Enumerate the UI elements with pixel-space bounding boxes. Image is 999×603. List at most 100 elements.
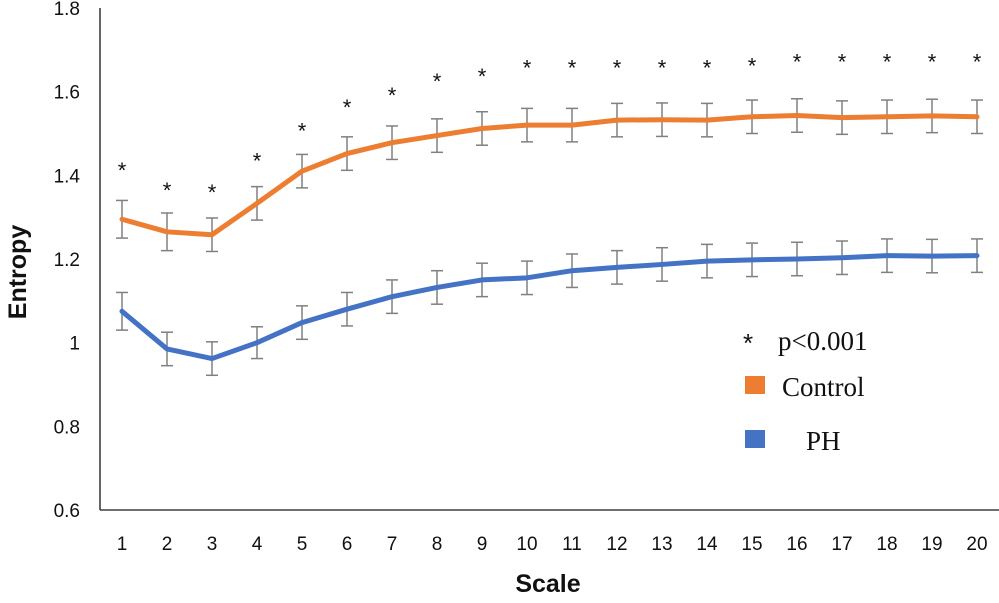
x-axis-title: Scale (515, 570, 580, 598)
series-line-control (119, 113, 980, 238)
significance-star: * (928, 49, 937, 74)
x-tick-label: 19 (921, 534, 942, 555)
legend-item-control: Control (745, 372, 865, 402)
data-point-control (299, 168, 305, 174)
x-tick-label: 6 (342, 534, 353, 555)
y-tick-labels: 0.6 0.8 1 1.2 1.4 1.6 1.8 (54, 0, 81, 522)
data-point-ph (119, 309, 125, 314)
x-tick-label: 18 (876, 534, 897, 555)
y-axis-title: Entropy (4, 225, 32, 320)
significance-star: * (388, 83, 397, 108)
significance-star: * (883, 49, 892, 74)
data-point-ph (884, 253, 890, 258)
x-tick-label: 4 (252, 534, 263, 555)
y-tick-label: 0.6 (54, 501, 80, 522)
data-point-control (884, 114, 890, 119)
x-tick-label: 20 (966, 534, 987, 555)
data-point-ph (299, 320, 305, 325)
significance-star: * (253, 149, 262, 174)
data-point-control (704, 117, 710, 123)
data-point-ph (389, 294, 395, 299)
data-point-control (434, 133, 440, 138)
significance-markers: * * * * * * * * * * * * * * * * * * * * (118, 49, 982, 205)
x-tick-label: 13 (651, 534, 672, 555)
data-point-ph (434, 285, 440, 290)
significance-star: * (838, 49, 847, 74)
legend: * p<0.001 Control PH (743, 326, 868, 456)
data-point-ph (209, 356, 215, 361)
significance-star: * (703, 56, 712, 81)
data-point-control (569, 122, 575, 128)
data-point-ph (479, 277, 485, 283)
significance-star: * (748, 54, 757, 79)
data-point-control (389, 140, 395, 145)
x-tick-label: 8 (432, 534, 443, 555)
x-tick-label: 11 (562, 534, 582, 555)
significance-star: * (568, 56, 577, 81)
legend-label-control: Control (782, 372, 865, 402)
series-line-ph (119, 253, 980, 362)
y-tick-label: 1.4 (54, 166, 81, 187)
data-point-ph (164, 346, 170, 352)
significance-star: * (523, 56, 532, 81)
data-point-control (524, 122, 530, 128)
data-point-control (209, 232, 215, 237)
data-point-control (164, 229, 170, 235)
data-point-control (749, 114, 755, 119)
significance-star: * (973, 49, 982, 74)
significance-star: * (433, 69, 442, 94)
x-tick-labels: 1 2 3 4 5 6 7 8 9 10 11 12 13 14 15 16 17 18 19 20 (117, 534, 988, 555)
significance-star: * (298, 118, 307, 143)
data-point-control (119, 217, 125, 222)
data-point-ph (839, 255, 845, 260)
data-point-control (479, 126, 485, 131)
y-tick-label: 1.8 (54, 0, 80, 20)
data-point-ph (929, 253, 935, 259)
data-point-ph (749, 257, 755, 263)
y-tick-label: 0.8 (54, 417, 80, 438)
x-tick-label: 15 (741, 534, 762, 555)
significance-star: * (208, 180, 217, 205)
data-point-ph (614, 265, 620, 270)
x-tick-label: 16 (786, 534, 807, 555)
x-tick-label: 17 (831, 534, 852, 555)
significance-star: * (478, 64, 487, 89)
significance-star: * (793, 49, 802, 74)
data-point-ph (524, 275, 530, 281)
data-point-control (929, 113, 935, 119)
data-point-control (839, 115, 845, 120)
data-point-control (659, 117, 665, 122)
data-point-ph (344, 307, 350, 312)
data-point-ph (794, 256, 800, 262)
x-tick-label: 12 (606, 534, 627, 555)
x-tick-label: 1 (117, 534, 128, 555)
legend-item-ph: PH (745, 426, 841, 456)
data-point-control (344, 151, 350, 156)
x-tick-label: 7 (387, 534, 398, 555)
legend-star-icon: * (743, 328, 753, 358)
x-tick-label: 14 (696, 534, 718, 555)
data-point-ph (704, 258, 710, 264)
data-point-ph (569, 268, 575, 273)
data-point-control (614, 117, 620, 123)
data-point-ph (659, 262, 665, 267)
x-tick-label: 9 (477, 534, 488, 555)
data-point-control (794, 113, 800, 118)
significance-star: * (658, 56, 667, 81)
data-point-control (254, 201, 260, 206)
legend-swatch-ph (745, 430, 765, 448)
legend-swatch-control (745, 376, 765, 394)
x-tick-label: 5 (297, 534, 308, 555)
series-lines (119, 113, 980, 362)
x-tick-label: 10 (516, 534, 537, 555)
y-tick-label: 1.2 (54, 250, 80, 271)
significance-star: * (613, 56, 622, 81)
data-point-control (974, 114, 980, 119)
y-tick-label: 1 (69, 334, 80, 355)
x-tick-label: 3 (207, 534, 218, 555)
legend-label-ph: PH (806, 426, 841, 456)
y-tick-label: 1.6 (54, 83, 80, 104)
data-point-ph (974, 253, 980, 258)
